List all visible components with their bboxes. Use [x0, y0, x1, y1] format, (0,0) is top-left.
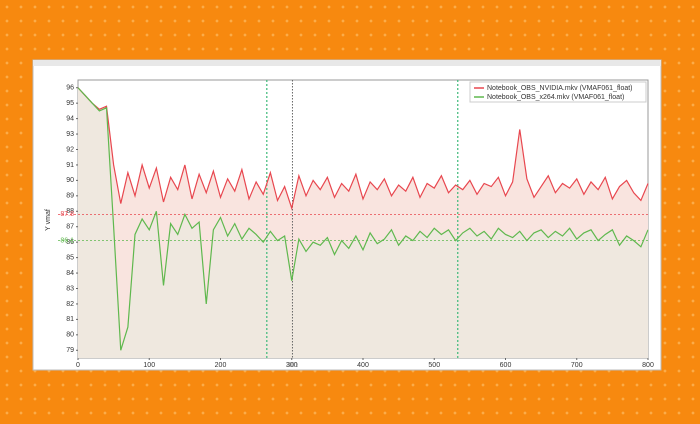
y-tick-label: 80 [66, 332, 74, 339]
y-tick-label: 79 [66, 347, 74, 354]
y-tick-label: 86 [66, 239, 74, 246]
legend-label: Notebook_OBS_x264.mkv (VMAF061_float) [487, 94, 624, 101]
y-tick-label: 88 [66, 208, 74, 215]
reference-label: 86.1 [60, 237, 74, 244]
y-tick-label: 81 [66, 316, 74, 323]
y-tick-label: 96 [66, 85, 74, 92]
y-tick-label: 95 [66, 100, 74, 107]
reference-label: 87.8 [60, 211, 74, 218]
cursor-label: 301 [287, 362, 299, 369]
x-tick-label: 400 [357, 362, 369, 369]
y-tick-label: 94 [66, 115, 74, 122]
area-fill [78, 87, 648, 358]
x-tick-label: 0 [76, 362, 80, 369]
x-tick-label: 100 [143, 362, 155, 369]
series-line [77, 87, 649, 211]
x-tick-label: 600 [500, 362, 512, 369]
y-tick-label: 93 [66, 131, 74, 138]
y-tick-label: 92 [66, 146, 74, 153]
series-line [77, 87, 649, 351]
y-tick-label: 83 [66, 285, 74, 292]
panel-header [33, 60, 661, 66]
x-tick-label: 500 [428, 362, 440, 369]
y-tick-label: 90 [66, 177, 74, 184]
x-tick-label: 300 [286, 362, 298, 369]
y-tick-label: 82 [66, 301, 74, 308]
y-tick-label: 85 [66, 254, 74, 261]
legend-label: Notebook_OBS_NVIDIA.mkv (VMAF061_float) [487, 85, 633, 92]
y-axis-label: Y vmaf [45, 209, 52, 231]
x-tick-label: 800 [642, 362, 654, 369]
y-tick-label: 91 [66, 162, 74, 169]
y-tick-label: 84 [66, 270, 74, 277]
x-tick-label: 700 [571, 362, 583, 369]
y-tick-label: 87 [66, 224, 74, 231]
legend [469, 81, 647, 103]
x-tick-label: 200 [215, 362, 227, 369]
y-tick-label: 89 [66, 193, 74, 200]
